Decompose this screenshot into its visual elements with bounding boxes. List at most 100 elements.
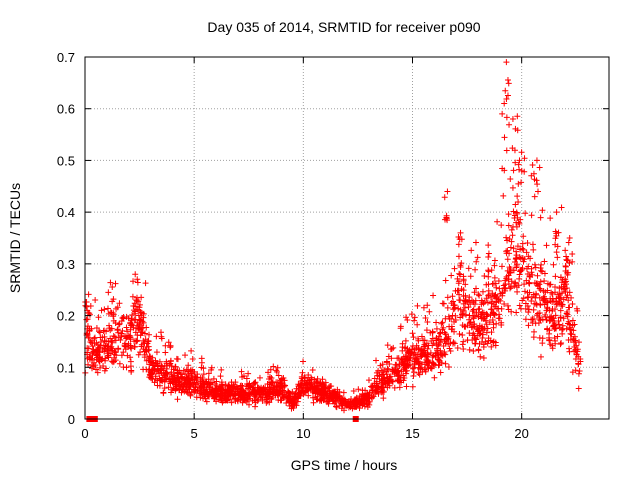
data-point: [162, 376, 169, 383]
data-point: [409, 330, 416, 337]
data-point: [510, 245, 517, 252]
data-point: [556, 297, 563, 304]
data-point: [508, 238, 515, 245]
data-point: [205, 370, 212, 377]
data-point: [513, 248, 520, 255]
data-point: [447, 347, 454, 354]
data-point: [537, 286, 544, 293]
data-point: [505, 306, 512, 313]
data-point: [544, 325, 551, 332]
data-point: [505, 222, 512, 229]
data-point: [508, 278, 515, 285]
data-point: [362, 387, 369, 394]
data-point: [442, 330, 449, 337]
data-point: [569, 369, 576, 376]
data-point: [541, 258, 548, 265]
data-point: [154, 362, 161, 369]
data-point: [137, 317, 144, 324]
data-point: [501, 301, 508, 308]
data-point: [152, 373, 159, 380]
data-point: [265, 369, 272, 376]
data-point: [537, 267, 544, 274]
data-point: [108, 358, 115, 365]
data-point: [564, 257, 571, 264]
data-point: [517, 268, 524, 275]
data-point: [513, 223, 520, 230]
data-point: [400, 353, 407, 360]
data-point: [89, 350, 96, 357]
data-point: [128, 368, 135, 375]
data-point: [552, 340, 559, 347]
data-point: [534, 280, 541, 287]
data-point: [467, 301, 474, 308]
data-point: [279, 382, 286, 389]
data-point: [326, 387, 333, 394]
data-point: [134, 337, 141, 344]
data-point: [426, 308, 433, 315]
x-tick-label: 20: [514, 426, 528, 441]
data-point: [481, 273, 488, 280]
data-point: [302, 388, 309, 395]
data-point: [110, 317, 117, 324]
data-point: [396, 361, 403, 368]
data-point: [437, 339, 444, 346]
data-point: [503, 248, 510, 255]
data-point: [544, 280, 551, 287]
data-point: [208, 366, 215, 373]
data-point: [546, 307, 553, 314]
x-tick-label: 5: [191, 426, 198, 441]
data-point: [416, 360, 423, 367]
data-point: [558, 339, 565, 346]
data-point: [132, 271, 139, 278]
data-point: [490, 280, 497, 287]
data-point: [88, 355, 95, 362]
data-point: [145, 337, 152, 344]
data-point: [313, 378, 320, 385]
data-point: [201, 387, 208, 394]
data-point: [536, 294, 543, 301]
data-point: [101, 306, 108, 313]
data-point: [119, 327, 126, 334]
data-point: [120, 315, 127, 322]
data-point: [507, 284, 514, 291]
data-point: [565, 269, 572, 276]
data-point: [266, 373, 273, 380]
data-point: [379, 389, 386, 396]
data-point: [116, 300, 123, 307]
data-point: [427, 349, 434, 356]
data-point: [113, 305, 120, 312]
data-point: [420, 304, 427, 311]
data-point: [424, 318, 431, 325]
data-point: [194, 379, 201, 386]
data-point: [503, 95, 510, 102]
data-point: [547, 295, 554, 302]
data-point: [399, 340, 406, 347]
data-point: [409, 383, 416, 390]
data-point: [533, 177, 540, 184]
data-point: [498, 305, 505, 312]
data-point: [438, 320, 445, 327]
data-point: [433, 325, 440, 332]
data-point: [512, 279, 519, 286]
data-point: [550, 261, 557, 268]
data-point: [246, 401, 253, 408]
data-point: [498, 222, 505, 229]
data-point: [192, 383, 199, 390]
data-point: [554, 333, 561, 340]
data-point: [145, 357, 152, 364]
data-point: [435, 351, 442, 358]
data-point: [270, 363, 277, 370]
data-point: [273, 368, 280, 375]
data-point: [505, 80, 512, 87]
data-point: [552, 322, 559, 329]
data-point: [459, 341, 466, 348]
data-point: [396, 371, 403, 378]
data-point: [503, 234, 510, 241]
data-point: [160, 390, 167, 397]
data-point: [115, 346, 122, 353]
data-point: [284, 394, 291, 401]
data-point: [112, 280, 119, 287]
data-point: [563, 310, 570, 317]
data-point: [100, 362, 107, 369]
data-point: [470, 315, 477, 322]
